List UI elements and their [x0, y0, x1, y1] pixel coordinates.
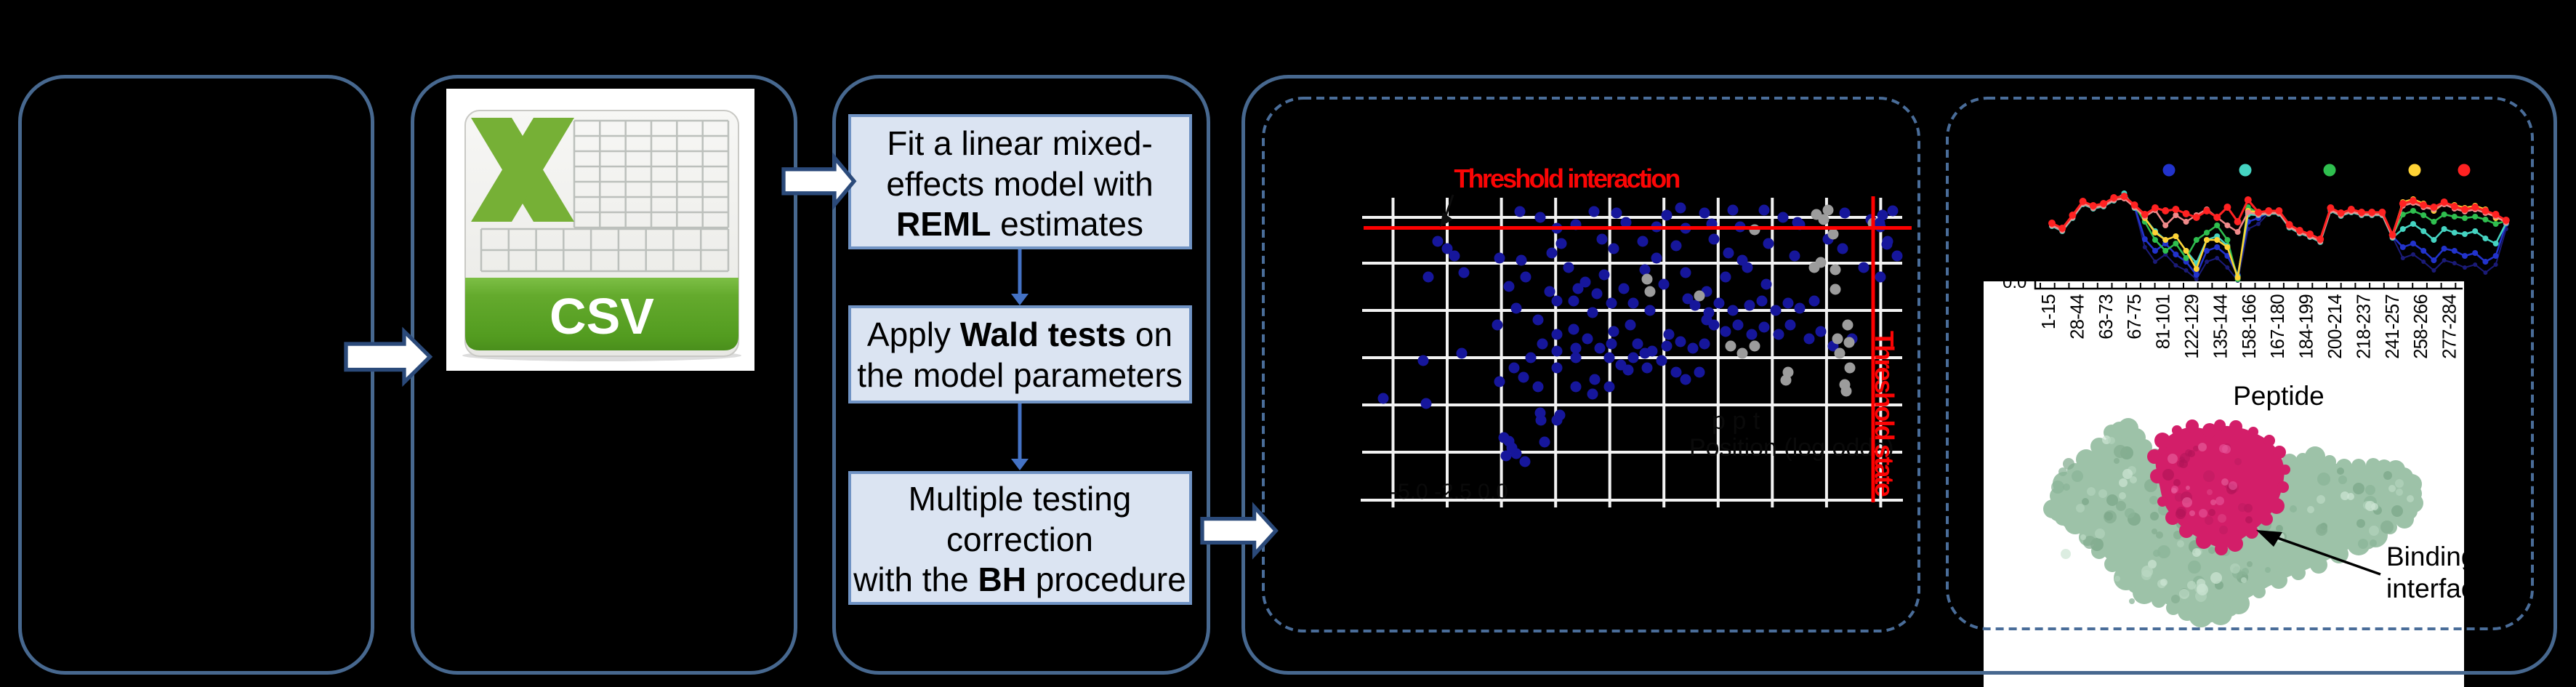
svg-text:28-44: 28-44: [2067, 294, 2088, 339]
svg-text:184-199: 184-199: [2297, 294, 2317, 359]
svg-text:Apply Wald tests on: Apply Wald tests on: [867, 316, 1172, 353]
svg-text:1-15: 1-15: [2039, 294, 2059, 329]
svg-text:effects model with: effects model with: [886, 165, 1153, 203]
svg-text:Fit a linear mixed-: Fit a linear mixed-: [887, 124, 1153, 162]
svg-text:Binding: Binding: [2386, 542, 2476, 571]
svg-text:Peptide: Peptide: [2233, 381, 2325, 411]
svg-text:Multiple testing: Multiple testing: [909, 480, 1132, 518]
svg-text:241-257: 241-257: [2383, 294, 2403, 359]
svg-text:200-214: 200-214: [2325, 294, 2346, 358]
svg-text:81-101: 81-101: [2154, 294, 2174, 349]
svg-text:REML estimates: REML estimates: [896, 205, 1143, 243]
svg-text:correction: correction: [946, 521, 1093, 558]
svg-text:67-75: 67-75: [2125, 294, 2145, 339]
svg-text:158-166: 158-166: [2239, 294, 2260, 358]
svg-text:122-129: 122-129: [2182, 294, 2202, 359]
svg-text:interface: interface: [2386, 574, 2490, 603]
svg-text:p p t: p p t: [1712, 407, 1760, 435]
svg-text:Position (log odds): Position (log odds): [1689, 434, 1894, 462]
svg-text:277-284: 277-284: [2440, 294, 2460, 358]
svg-text:CSV: CSV: [550, 288, 654, 345]
svg-text:63-73: 63-73: [2096, 294, 2117, 339]
svg-text:with the BH procedure: with the BH procedure: [853, 561, 1186, 598]
svg-text:135-144: 135-144: [2210, 294, 2231, 358]
svg-text:Threshold interaction: Threshold interaction: [1454, 164, 1679, 193]
svg-text:258-266: 258-266: [2411, 294, 2431, 358]
svg-text:-5.0 -2.5 0.0: -5.0 -2.5 0.0: [1390, 480, 1508, 504]
svg-text:Threshold state: Threshold state: [1869, 331, 1899, 497]
svg-text:218-237: 218-237: [2354, 294, 2374, 359]
svg-text:0.0: 0.0: [2003, 273, 2026, 292]
svg-text:the model parameters: the model parameters: [857, 356, 1182, 394]
svg-text:167-180: 167-180: [2268, 294, 2288, 358]
